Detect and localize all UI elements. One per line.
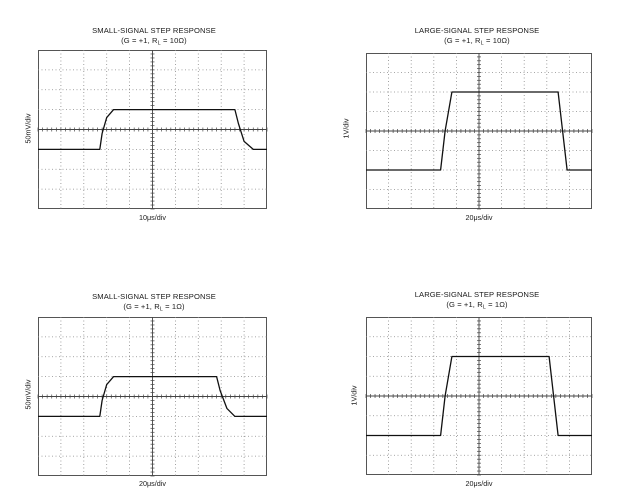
oscilloscope-plot <box>37 317 268 477</box>
grid <box>365 53 593 210</box>
subtitle-subscript: L <box>157 40 161 47</box>
grid <box>37 317 268 477</box>
x-axis-label: 10μs/div <box>139 213 166 222</box>
oscilloscope-plot <box>365 53 593 210</box>
x-axis-label: 20μs/div <box>139 479 166 488</box>
chart-subtitle: (G = +1, RL = 10Ω) <box>34 36 274 49</box>
y-axis-label: 50mV/div <box>23 113 33 144</box>
oscilloscope-plot <box>37 50 268 210</box>
chart-title: SMALL-SIGNAL STEP RESPONSE (G = +1, RL =… <box>34 26 274 49</box>
chart-title: SMALL-SIGNAL STEP RESPONSE (G = +1, RL =… <box>34 292 274 315</box>
subtitle-subscript: L <box>482 304 486 311</box>
chart-title-text: SMALL-SIGNAL STEP RESPONSE <box>92 292 216 301</box>
x-axis-label: 20μs/div <box>465 213 493 222</box>
grid <box>37 50 268 210</box>
step-response-trace <box>366 355 592 437</box>
chart-title-text: SMALL-SIGNAL STEP RESPONSE <box>92 26 216 35</box>
subtitle-subscript: L <box>159 306 163 313</box>
subtitle-post: = 1Ω) <box>485 300 508 309</box>
chart-title: LARGE-SIGNAL STEP RESPONSE (G = +1, RL =… <box>357 290 597 313</box>
step-response-trace <box>366 91 592 171</box>
subtitle-post: = 10Ω) <box>160 36 187 45</box>
chart-title-text: LARGE-SIGNAL STEP RESPONSE <box>414 26 540 35</box>
subtitle-post: = 10Ω) <box>483 36 510 45</box>
x-axis-label: 20μs/div <box>465 479 493 488</box>
step-response-trace <box>38 375 267 418</box>
subtitle-pre: (G = +1, R <box>121 36 158 45</box>
oscilloscope-plot <box>365 317 593 476</box>
subtitle-pre: (G = +1, R <box>446 300 483 309</box>
subtitle-subscript: L <box>480 40 484 47</box>
step-response-trace <box>38 108 267 151</box>
y-axis-label: 1V/div <box>341 118 351 139</box>
y-axis-label: 50mV/div <box>23 379 33 410</box>
subtitle-post: = 1Ω) <box>162 302 185 311</box>
chart-title: LARGE-SIGNAL STEP RESPONSE (G = +1, RL =… <box>357 26 597 49</box>
subtitle-pre: (G = +1, R <box>123 302 160 311</box>
chart-subtitle: (G = +1, RL = 1Ω) <box>34 302 274 315</box>
chart-subtitle: (G = +1, RL = 10Ω) <box>357 36 597 49</box>
chart-title-text: LARGE-SIGNAL STEP RESPONSE <box>414 290 540 299</box>
y-axis-label: 1V/div <box>349 385 359 406</box>
grid <box>365 317 593 476</box>
subtitle-pre: (G = +1, R <box>444 36 481 45</box>
chart-subtitle: (G = +1, RL = 1Ω) <box>357 300 597 313</box>
